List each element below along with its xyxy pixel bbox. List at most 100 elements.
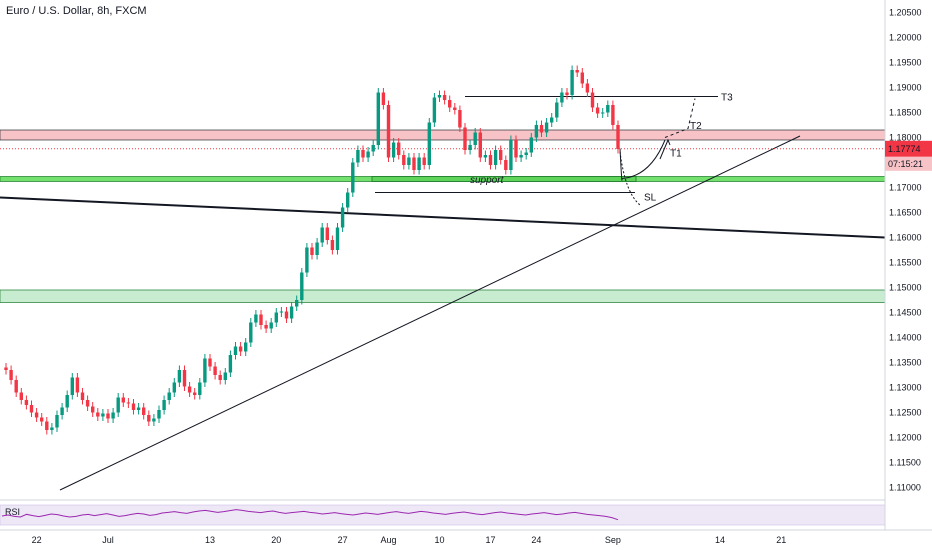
candle-body [274,312,278,323]
candle-body [9,370,13,380]
candle-body [356,150,360,163]
time-tick-label: 21 [776,535,786,545]
price-tick-label: 1.18500 [889,108,922,118]
candle-body [85,400,90,407]
candle-body [238,346,243,352]
candle-body [606,105,610,113]
candle-body [590,92,595,108]
candle-body [504,160,508,170]
time-tick-label: 22 [32,535,42,545]
price-tick-label: 1.12500 [889,408,922,418]
candle-body [152,418,156,422]
candle-body [167,392,171,400]
candle-body [550,117,554,123]
candle-body [70,377,74,395]
candle-body [320,227,324,243]
time-tick-label: 20 [271,535,281,545]
price-axis[interactable]: 1.20500 1.20000 1.19500 1.19000 1.18500 1.180… [884,0,932,530]
candle-body [131,403,136,410]
candle-body [126,402,131,404]
price-tick-label: 1.13000 [889,383,922,393]
candle-body [616,125,620,149]
candle-body [611,105,615,125]
candle-body [519,155,523,158]
time-tick-label: 24 [531,535,541,545]
candle-body [570,70,574,95]
candle-body [544,122,549,133]
price-tick-label: 1.20000 [889,33,922,43]
candle-body [65,395,69,408]
price-tick-label: 1.18000 [889,133,922,143]
price-tick-label: 1.15500 [889,258,922,268]
candle-body [29,405,34,413]
candle-body [529,137,533,153]
projection-arrowhead-t1 [659,138,671,160]
countdown-badge [885,156,932,171]
price-tick-label: 1.14000 [889,333,922,343]
price-tick-label: 1.12000 [889,433,922,443]
candle-body [177,370,182,383]
last-price-badge [885,140,932,157]
support-label: support [470,175,505,186]
candle-body [381,92,386,105]
candle-body [448,100,452,108]
candle-body [534,125,539,138]
candle-body [269,322,273,329]
candle-body [40,417,44,422]
candle-body [147,415,151,422]
time-axis[interactable]: 22 Jul 13 20 27 Aug 10 17 24 Sep 14 21 [0,529,932,550]
candle-body [468,145,472,150]
candle-body [300,272,304,300]
candle-body [483,155,488,158]
price-tick-label: 1.20500 [889,8,922,18]
candle-body [96,412,100,417]
sl-label: SL [644,193,657,204]
price-tick-label: 1.11500 [889,458,921,468]
time-tick-label: 17 [485,535,495,545]
price-tick-label: 1.16000 [889,233,922,243]
candle-body [361,150,365,158]
candle-body [172,382,176,393]
candle-body [228,355,233,373]
candle-body [427,122,431,165]
candle-body [330,240,335,250]
candle-body [162,400,166,410]
candle-body [111,412,115,419]
drawing-lines-layer[interactable] [0,96,886,491]
candle-body [75,377,80,393]
candles-layer [4,65,620,435]
candle-body [24,400,29,405]
annotations-layer: support T1 T2 T3 SL [470,93,733,204]
t3-label: T3 [721,93,733,104]
candle-body [203,358,207,383]
time-tick-label: 27 [338,535,348,545]
candle-body [305,247,309,273]
candle-body [560,92,564,103]
candle-body [213,366,217,375]
candle-body [223,372,227,380]
candle-body [254,314,258,323]
candle-body [397,142,401,155]
candle-body [244,342,248,352]
candle-body [371,145,375,152]
candle-body [14,380,18,393]
candle-body [346,192,350,208]
rsi-label: RSI [5,507,20,517]
rsi-line [1,509,619,521]
candle-body [289,306,294,319]
candle-body [284,311,289,319]
candle-body [402,155,406,165]
rsi-pane: RSI [0,499,886,526]
candle-body [524,152,528,155]
candle-body [417,157,421,170]
time-tick-label: Jul [102,535,114,545]
candle-body [493,150,498,165]
candle-body [142,407,146,415]
price-tick-label: 1.17000 [889,183,922,193]
time-tick-label: 13 [205,535,215,545]
candle-body [366,151,370,158]
price-tick-label: 1.19500 [889,58,922,68]
candle-body [91,406,95,413]
